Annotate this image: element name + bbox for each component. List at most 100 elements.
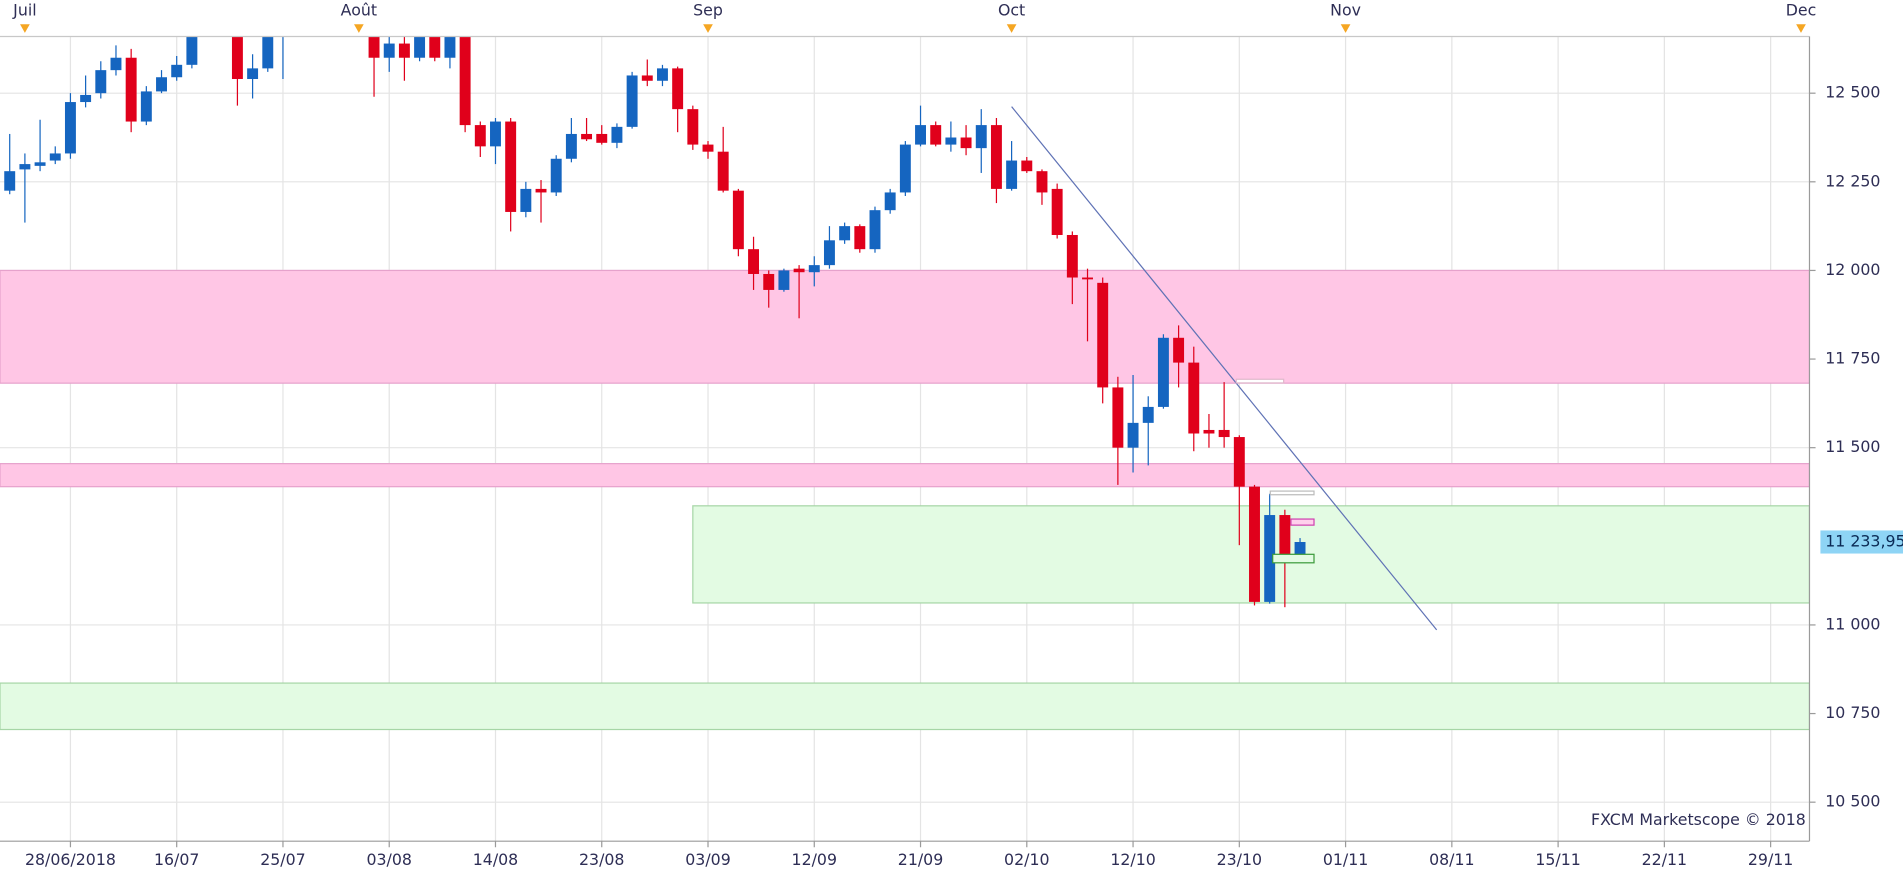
candle-body <box>368 36 380 58</box>
candle-body <box>930 125 942 145</box>
y-tick-label: 11 750 <box>1825 349 1880 368</box>
month-marker <box>703 24 713 33</box>
month-label: Nov <box>1330 0 1361 19</box>
candle-body <box>505 121 517 212</box>
candle-body <box>535 188 547 193</box>
y-tick-label: 10 500 <box>1825 792 1880 811</box>
marker-box <box>1235 378 1285 384</box>
month-marker <box>20 24 30 33</box>
candle-body <box>34 162 46 166</box>
candle-body <box>80 94 92 103</box>
candle-body <box>398 43 410 58</box>
candle-body <box>1051 188 1063 235</box>
x-tick-label: 14/08 <box>473 850 518 869</box>
axes: 10 500 10 750 11 000 11 500 11 750 12 000 12 2… <box>12 0 1903 869</box>
month-label: Dec <box>1786 0 1817 19</box>
candle-body <box>247 68 259 80</box>
x-tick-label: 02/10 <box>1004 850 1049 869</box>
candle-body <box>550 158 562 193</box>
candle-body <box>1142 406 1154 423</box>
candle-body <box>565 133 577 159</box>
zone <box>0 269 1810 384</box>
candle-body <box>1233 437 1245 487</box>
x-tick-label: 01/11 <box>1323 850 1368 869</box>
candle-body <box>19 164 31 170</box>
candle-body <box>763 273 775 290</box>
candle-body <box>702 144 714 152</box>
y-tick-label: 10 750 <box>1825 703 1880 722</box>
candle-body <box>171 64 183 78</box>
candle-body <box>186 36 198 65</box>
candle-body <box>231 36 243 80</box>
overlay <box>1235 378 1315 564</box>
candle-body <box>383 43 395 58</box>
candle-body <box>95 70 107 94</box>
month-label: Sep <box>693 0 723 19</box>
candle-body <box>1036 171 1048 193</box>
candle-body <box>1006 160 1018 189</box>
candle-body <box>748 249 760 274</box>
candle-body <box>854 226 866 250</box>
candle-body <box>110 57 122 71</box>
candle-body <box>1097 282 1109 388</box>
y-tick-label: 11 000 <box>1825 614 1880 633</box>
x-tick-label: 08/11 <box>1429 850 1474 869</box>
candle-body <box>596 133 608 143</box>
candle-body <box>1021 160 1033 172</box>
candle-body <box>414 36 426 58</box>
candle-body <box>641 75 653 81</box>
candle-body <box>474 125 486 147</box>
marker-box <box>1269 490 1315 496</box>
last-price-box <box>1820 530 1903 554</box>
candle-body <box>262 36 274 69</box>
candle-body <box>793 268 805 273</box>
candle-body <box>64 102 76 154</box>
zone <box>0 682 1810 731</box>
x-tick-label: 22/11 <box>1642 850 1687 869</box>
candle-body <box>1203 429 1215 434</box>
x-tick-label: 16/07 <box>154 850 199 869</box>
candle-body <box>1279 515 1291 555</box>
candle-body <box>429 36 441 58</box>
zone <box>0 463 1810 488</box>
month-marker <box>1340 24 1351 33</box>
x-tick-label: 15/11 <box>1535 850 1580 869</box>
candle-body <box>459 36 471 126</box>
candle-body <box>732 190 744 250</box>
candle-body <box>945 137 957 145</box>
month-marker <box>354 24 364 33</box>
x-tick-label: 21/09 <box>898 850 943 869</box>
candle-body <box>778 270 790 290</box>
candle-body <box>156 77 167 92</box>
x-tick-label: 23/10 <box>1217 850 1262 869</box>
candle-body <box>1157 337 1169 407</box>
candle-body <box>626 75 638 127</box>
candle-body <box>975 125 987 149</box>
month-marker <box>1006 24 1017 33</box>
candle-body <box>1294 542 1306 555</box>
candle-body <box>520 188 532 212</box>
candle-body <box>1264 515 1276 602</box>
candle-body <box>687 109 699 145</box>
x-tick-label: 28/06/2018 <box>25 850 116 869</box>
candle-body <box>990 125 1002 189</box>
candle-body <box>1218 429 1230 438</box>
candle-body <box>490 121 501 147</box>
last-price-label: 11 233,95 <box>1825 531 1903 550</box>
candle-body <box>823 240 835 266</box>
candle-body <box>960 137 972 149</box>
candle-body <box>1249 486 1260 602</box>
x-tick-label: 23/08 <box>579 850 624 869</box>
x-tick-label: 29/11 <box>1748 850 1793 869</box>
candle-body <box>657 68 668 81</box>
candle-body <box>1112 387 1124 448</box>
x-tick-label: 12/10 <box>1110 850 1155 869</box>
candle-body <box>49 153 61 161</box>
candle-body <box>1082 277 1093 280</box>
candle-body <box>884 192 896 211</box>
zones <box>0 269 1810 731</box>
candle-body <box>444 36 456 58</box>
candle-body <box>1173 337 1185 363</box>
